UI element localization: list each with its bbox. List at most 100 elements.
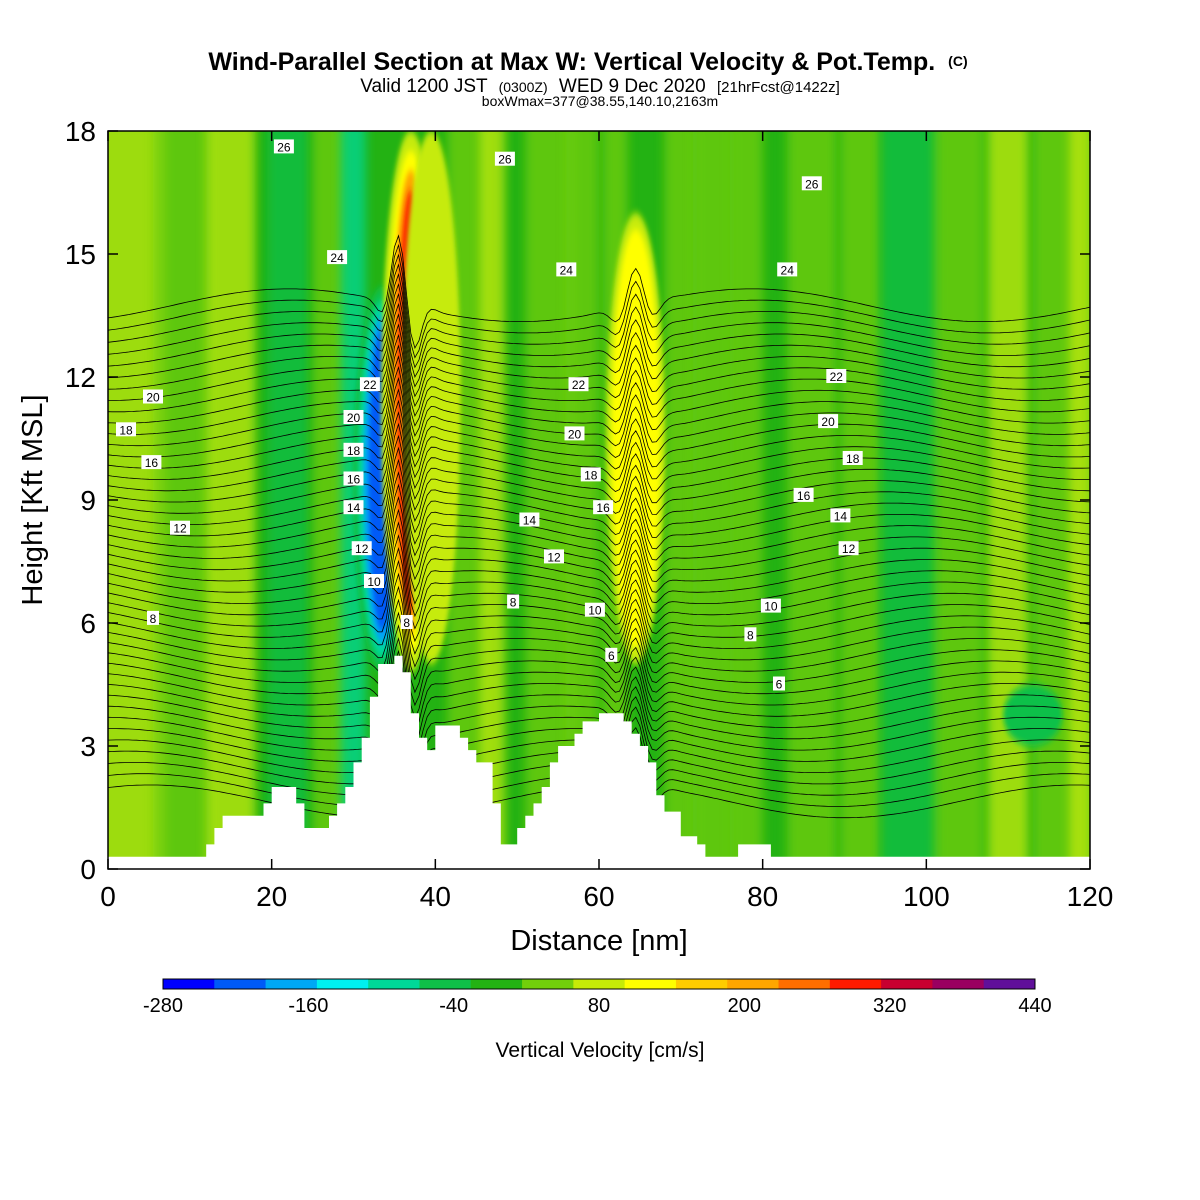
y-tick-label: 18 bbox=[65, 116, 96, 147]
theta-label-text: 14 bbox=[523, 514, 537, 528]
colorbar-swatch bbox=[214, 979, 267, 989]
y-tick-label: 9 bbox=[80, 485, 96, 516]
theta-label-text: 12 bbox=[842, 542, 856, 556]
velocity-streak bbox=[840, 131, 882, 869]
theta-label: 14 bbox=[519, 512, 540, 528]
chart-title: Wind-Parallel Section at Max W: Vertical… bbox=[208, 48, 967, 76]
colorbar-swatch bbox=[522, 979, 574, 989]
theta-label: 16 bbox=[793, 487, 814, 503]
chart-title-mark: (C) bbox=[948, 53, 967, 69]
colorbar-tick-label: -280 bbox=[143, 995, 183, 1017]
theta-label: 18 bbox=[343, 442, 364, 458]
velocity-streak bbox=[881, 131, 939, 869]
theta-label: 16 bbox=[141, 455, 162, 470]
chart-subtitle: Valid 1200 JST (0300Z) WED 9 Dec 2020 [2… bbox=[360, 76, 840, 97]
theta-label-text: 6 bbox=[776, 678, 783, 692]
y-axis-label: Height [Kft MSL] bbox=[17, 394, 49, 605]
theta-contour-line bbox=[108, 243, 1090, 359]
x-tick-label: 20 bbox=[256, 881, 287, 912]
theta-label: 24 bbox=[556, 262, 577, 277]
theta-label-box bbox=[556, 262, 577, 277]
x-tick-label: 60 bbox=[583, 881, 614, 912]
theta-label: 10 bbox=[760, 598, 781, 614]
theta-label-box bbox=[170, 520, 190, 535]
theta-label-text: 16 bbox=[596, 501, 610, 515]
colorbar-tick-label: -160 bbox=[288, 995, 328, 1017]
theta-label-box bbox=[838, 541, 859, 556]
theta-contour-line bbox=[108, 662, 1090, 771]
theta-label-text: 18 bbox=[119, 423, 133, 437]
colorbar-label: Vertical Velocity [cm/s] bbox=[496, 1039, 705, 1062]
theta-label-box bbox=[343, 442, 364, 457]
theta-label: 20 bbox=[343, 410, 364, 425]
colorbar-swatch bbox=[163, 979, 215, 989]
colorbar-swatch bbox=[727, 979, 780, 989]
theta-contour-line bbox=[108, 313, 1090, 427]
theta-label-text: 20 bbox=[568, 427, 582, 441]
theta-contour-line bbox=[108, 344, 1090, 458]
theta-contour-line bbox=[108, 263, 1090, 378]
theta-label-text: 10 bbox=[588, 604, 602, 618]
theta-label: 22 bbox=[359, 377, 380, 392]
theta-label: 24 bbox=[777, 262, 798, 277]
theta-label: 6 bbox=[605, 647, 618, 663]
colorbar-swatch bbox=[675, 979, 728, 989]
theta-label-box bbox=[580, 467, 601, 482]
theta-contour-line bbox=[108, 422, 1090, 538]
theta-label-box bbox=[842, 451, 863, 465]
subtitle-forecast: [21hrFcst@1422z] bbox=[717, 79, 840, 96]
x-tick-label: 100 bbox=[903, 881, 950, 912]
theta-label: 16 bbox=[593, 500, 614, 515]
theta-label-text: 18 bbox=[584, 468, 598, 482]
y-tick-label: 3 bbox=[80, 731, 96, 762]
theta-contour-line bbox=[108, 388, 1090, 504]
velocity-streak bbox=[693, 131, 735, 869]
theta-label: 12 bbox=[838, 541, 859, 556]
theta-label-text: 8 bbox=[150, 612, 157, 626]
theta-label-box bbox=[273, 139, 294, 154]
theta-label: 10 bbox=[584, 602, 605, 618]
theta-contour-line bbox=[108, 624, 1090, 733]
theta-label-box bbox=[519, 512, 540, 527]
theta-label-box bbox=[568, 377, 589, 392]
velocity-feature bbox=[401, 131, 461, 664]
x-axis: 0 20 40 60 80 100 120 bbox=[100, 131, 1113, 912]
theta-label: 22 bbox=[568, 377, 589, 392]
theta-label-text: 16 bbox=[145, 456, 159, 470]
subtitle-valid: Valid 1200 JST bbox=[360, 76, 488, 97]
theta-contour-line bbox=[108, 234, 1090, 350]
theta-label-box bbox=[593, 500, 614, 515]
x-tick-label: 120 bbox=[1067, 881, 1114, 912]
theta-label-text: 8 bbox=[403, 616, 410, 630]
chart-info: boxWmax=377@38.55,140.10,2163m bbox=[482, 93, 718, 109]
theta-label-box bbox=[605, 647, 618, 662]
theta-label: 14 bbox=[343, 500, 364, 515]
theta-label-text: 22 bbox=[363, 378, 377, 392]
colorbar bbox=[162, 978, 1036, 990]
theta-label-text: 18 bbox=[846, 452, 860, 466]
theta-label-box bbox=[773, 676, 785, 691]
colorbar-tick-label: 440 bbox=[1018, 995, 1051, 1017]
velocity-feature bbox=[1003, 684, 1063, 746]
theta-label-text: 10 bbox=[367, 575, 381, 589]
theta-label-text: 22 bbox=[830, 370, 844, 384]
theta-contour-labels: 26 26 26 24 24 24 22 22 22 20 20 20 20 18 18 18 18 16 16 16… bbox=[116, 139, 863, 692]
theta-contour-line bbox=[108, 585, 1090, 694]
theta-label-text: 12 bbox=[173, 522, 187, 536]
theta-label-text: 26 bbox=[805, 177, 819, 191]
theta-contour-line bbox=[108, 598, 1090, 707]
colorbar-swatch bbox=[829, 979, 882, 989]
theta-label-box bbox=[801, 176, 822, 191]
theta-contour-line bbox=[108, 323, 1090, 437]
y-tick-label: 12 bbox=[65, 362, 96, 393]
theta-contour-line bbox=[108, 508, 1090, 618]
theta-label: 24 bbox=[327, 250, 348, 265]
colorbar-tick-label: -40 bbox=[439, 995, 468, 1017]
theta-label: 18 bbox=[842, 451, 863, 466]
theta-label: 16 bbox=[343, 471, 364, 487]
chart-title-main: Wind-Parallel Section at Max W: Vertical… bbox=[208, 48, 935, 76]
theta-label-box bbox=[364, 574, 384, 588]
theta-contour-line bbox=[108, 637, 1090, 745]
theta-label-box bbox=[351, 541, 372, 556]
colorbar-swatch bbox=[419, 979, 472, 989]
